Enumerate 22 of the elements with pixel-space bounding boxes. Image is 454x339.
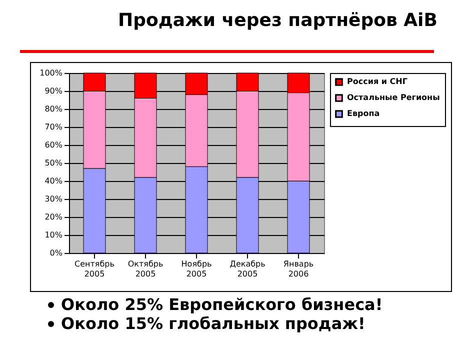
y-tick-label: 50%	[44, 158, 63, 168]
y-tick-label: 90%	[44, 86, 63, 96]
legend-label: Остальные Регионы	[347, 93, 440, 102]
y-tick-label: 60%	[44, 140, 63, 150]
y-tick-label: 10%	[44, 230, 63, 240]
y-tick-label: 30%	[44, 194, 63, 204]
y-tick-label: 40%	[44, 176, 63, 186]
y-tick-label: 80%	[44, 104, 63, 114]
x-tick-label: Январь 2006	[283, 260, 314, 278]
x-tick-label: Ноябрь 2005	[181, 260, 212, 278]
y-tick-label: 100%	[40, 68, 63, 78]
text: Около 25% Европейского бизнеса!	[60, 295, 383, 314]
text: Около 15% глобальных продаж!	[60, 314, 366, 333]
x-tick-label: Октябрь 2005	[128, 260, 164, 278]
y-tick-label: 70%	[44, 122, 63, 132]
legend-label: Россия и СНГ	[347, 77, 408, 86]
y-tick-label: 0%	[50, 248, 63, 258]
x-tick-label: Сентябрь 2005	[74, 260, 115, 278]
x-tick-label: Декабрь 2005	[230, 260, 266, 278]
legend-label: Европа	[347, 109, 380, 118]
y-tick-label: 20%	[44, 212, 63, 222]
chart-title: Продажи через партнёров AiB	[118, 10, 438, 31]
